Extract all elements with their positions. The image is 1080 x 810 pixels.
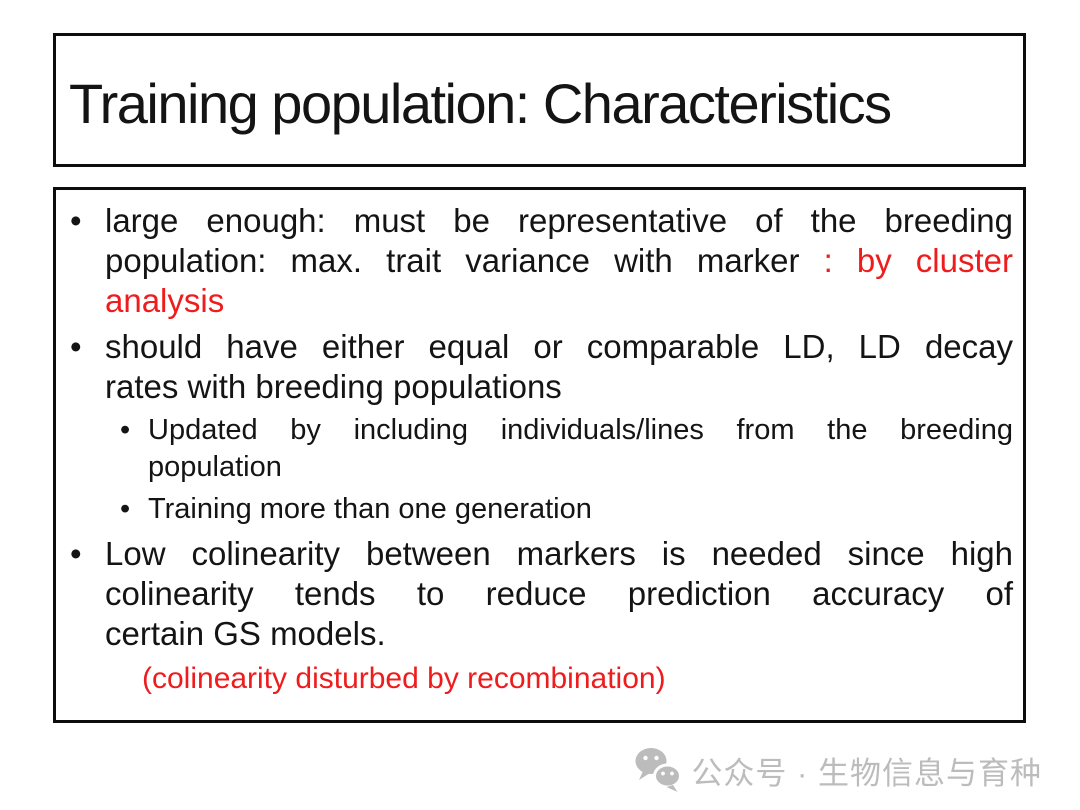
body-text: rates with breeding populations — [105, 368, 562, 405]
body-text: population — [148, 451, 282, 483]
text-line: Training more than one generation — [148, 491, 1013, 528]
text-line: population: max. trait variance with mar… — [105, 241, 1013, 281]
bullet-item: • Low colinearity between markers is need… — [56, 534, 1023, 654]
title-box: Training population: Characteristics — [53, 33, 1026, 167]
bullet-marker: • — [120, 493, 131, 525]
body-text: certain GS models. — [105, 615, 386, 652]
body-text: colinearity tends to reduce prediction a… — [105, 575, 1013, 612]
text-line: analysis — [105, 281, 1013, 321]
text-line: large enough: must be representative of … — [105, 201, 1013, 241]
watermark-text: 公众号 · 生物信息与育种 — [691, 755, 1042, 791]
highlighted-text: (colinearity disturbed by recombination) — [142, 662, 666, 695]
wechat-icon — [635, 748, 683, 792]
bullet-item: • Training more than one generation — [56, 491, 1023, 528]
body-text: Training more than one generation — [148, 493, 592, 525]
bullet-item: • large enough: must be representative of… — [56, 201, 1023, 321]
bullet-item: • Updated by including individuals/lines … — [56, 412, 1023, 486]
highlighted-text: analysis — [105, 282, 225, 319]
watermark: 公众号 · 生物信息与育种 — [634, 747, 1042, 793]
text-line: population — [148, 449, 1013, 486]
text-line: rates with breeding populations — [105, 367, 1013, 407]
body-text: Updated by including individuals/lines f… — [148, 414, 1013, 446]
text-line: Low colinearity between markers is neede… — [105, 534, 1013, 574]
bullet-marker: • — [70, 328, 82, 365]
body-text: should have either equal or comparable L… — [105, 328, 1013, 365]
bullet-list: • large enough: must be representative of… — [56, 201, 1023, 699]
bullet-marker: • — [70, 202, 82, 239]
bullet-marker: • — [70, 535, 82, 572]
text-line: certain GS models. — [105, 614, 1013, 654]
body-text: population: max. trait variance with mar… — [105, 242, 800, 279]
body-text: large enough: must be representative of … — [105, 202, 1013, 239]
text-line: colinearity tends to reduce prediction a… — [105, 574, 1013, 614]
highlighted-text: : by cluster — [799, 242, 1013, 279]
text-line: (colinearity disturbed by recombination) — [142, 659, 1013, 699]
bullet-item: • should have either equal or comparable … — [56, 327, 1023, 407]
text-line: Updated by including individuals/lines f… — [148, 412, 1013, 449]
text-line: should have either equal or comparable L… — [105, 327, 1013, 367]
slide-title: Training population: Characteristics — [69, 71, 892, 135]
bullet-marker: • — [120, 414, 131, 446]
body-text: Low colinearity between markers is neede… — [105, 535, 1013, 572]
content-box: • large enough: must be representative of… — [53, 187, 1026, 723]
note-line: (colinearity disturbed by recombination) — [56, 659, 1023, 699]
